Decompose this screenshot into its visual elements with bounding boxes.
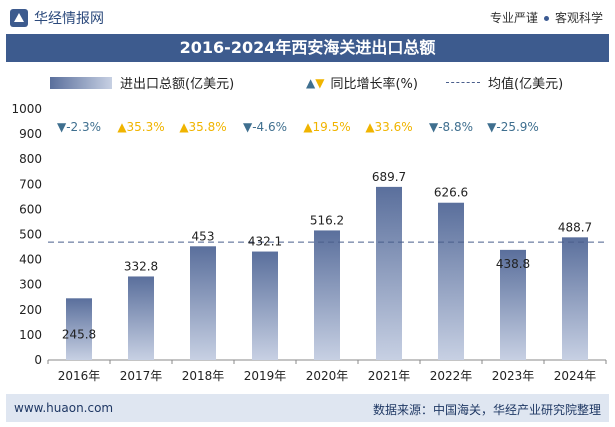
chart-title: 2016-2024年西安海关进出口总额 (6, 34, 609, 62)
slogan-dot-icon (543, 16, 549, 21)
bar-value-label: 488.7 (558, 220, 592, 234)
y-tick-label: 1000 (11, 102, 42, 116)
y-tick-label: 100 (19, 328, 42, 342)
bar-value-label: 453 (192, 229, 215, 243)
bar (314, 230, 340, 360)
x-tick-label: 2017年 (120, 369, 163, 383)
x-tick-label: 2022年 (430, 369, 473, 383)
y-tick-label: 400 (19, 253, 42, 267)
x-tick-label: 2016年 (58, 369, 101, 383)
slogan-left: 专业严谨 (489, 11, 538, 25)
bar-value-label: 432.1 (248, 235, 282, 249)
bar-value-label: 245.8 (62, 327, 96, 341)
brand-name: 华经情报网 (34, 11, 104, 27)
bar-value-label: 626.6 (434, 186, 468, 200)
bar (66, 298, 92, 360)
y-tick-label: 300 (19, 278, 42, 292)
y-tick-label: 800 (19, 152, 42, 166)
y-tick-label: 500 (19, 228, 42, 242)
growth-label: ▲19.5% (303, 120, 350, 134)
bar (252, 251, 278, 360)
legend-label-total: 进出口总额(亿美元) (120, 77, 235, 92)
growth-label: ▼-8.8% (429, 120, 473, 134)
x-tick-label: 2021年 (368, 369, 411, 383)
x-tick-label: 2018年 (182, 369, 225, 383)
legend-item-mean: 均值(亿美元) (446, 73, 563, 92)
slogan: 专业严谨 客观科学 (490, 9, 603, 26)
footer: www.huaon.com 数据来源：中国海关，华经产业研究院整理 (6, 394, 609, 422)
x-tick-label: 2023年 (492, 369, 535, 383)
bar (438, 202, 464, 360)
x-tick-label: 2020年 (306, 369, 349, 383)
bar-chart: 0 100 200 300 400 500 600 700 800 900 1000 2016年 201… (11, 102, 607, 383)
growth-label: ▲35.3% (117, 120, 164, 134)
y-tick-label: 200 (19, 303, 42, 317)
bar-value-label: 516.2 (310, 213, 344, 227)
legend-item-total: 进出口总额(亿美元) (50, 73, 234, 92)
legend-item-growth: ▲▼ 同比增长率(%) (306, 73, 418, 93)
bar (190, 246, 216, 360)
footer-url: www.huaon.com (14, 401, 114, 415)
growth-label: ▼-25.9% (487, 120, 539, 134)
growth-label: ▲35.8% (179, 120, 226, 134)
huajing-logo-icon (10, 9, 28, 27)
bar (500, 249, 526, 360)
y-tick-label: 0 (34, 353, 42, 367)
growth-label: ▲33.6% (365, 120, 412, 134)
growth-label: ▼-4.6% (243, 120, 287, 134)
legend-label-growth: 同比增长率(%) (330, 77, 418, 92)
bar-value-label: 689.7 (372, 170, 406, 184)
legend-triangles-icon: ▲▼ (306, 75, 325, 90)
growth-label: ▼-2.3% (57, 120, 101, 134)
x-tick-label: 2019年 (244, 369, 287, 383)
slogan-right: 客观科学 (554, 11, 603, 25)
x-tick-label: 2024年 (554, 369, 597, 383)
bar (128, 276, 154, 360)
legend-label-mean: 均值(亿美元) (488, 77, 564, 92)
legend-bar-swatch (50, 76, 112, 89)
bar (376, 186, 402, 360)
y-tick-label: 700 (19, 177, 42, 191)
bar (562, 237, 588, 360)
footer-source: 数据来源：中国海关，华经产业研究院整理 (372, 403, 601, 417)
y-tick-label: 900 (19, 127, 42, 141)
bar-value-label: 438.8 (496, 257, 530, 271)
bar-value-label: 332.8 (124, 259, 158, 273)
chart-legend: 进出口总额(亿美元) ▲▼ 同比增长率(%) 均值(亿美元) (0, 70, 615, 92)
brand: 华经情报网 (10, 8, 104, 28)
y-tick-label: 600 (19, 202, 42, 216)
top-bar: 华经情报网 专业严谨 客观科学 (0, 0, 615, 34)
legend-dash-swatch (446, 82, 480, 83)
